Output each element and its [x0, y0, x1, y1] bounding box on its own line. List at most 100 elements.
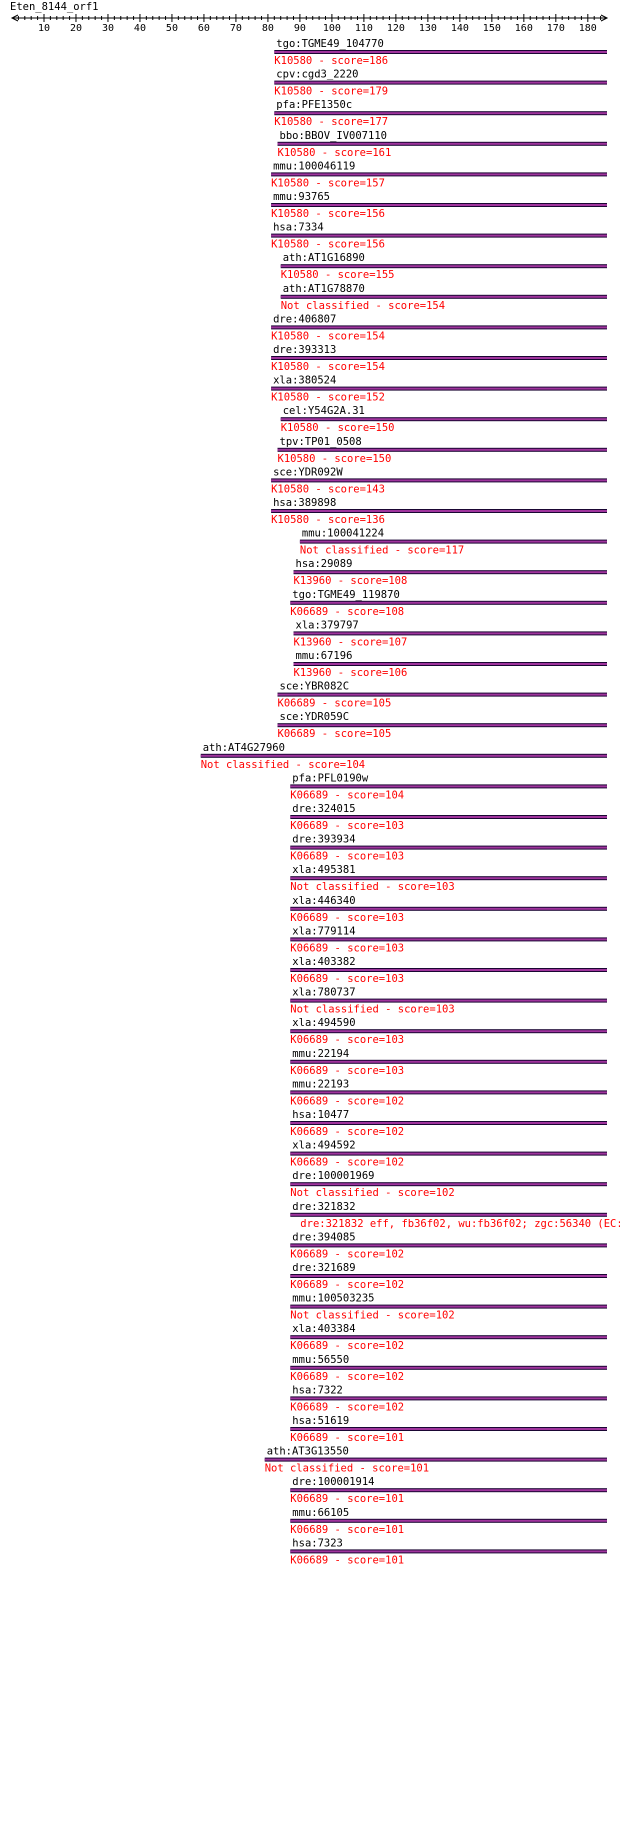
hit-bar-core: [290, 938, 607, 941]
ruler-tick-label: 130: [419, 23, 437, 34]
hit-bar-core: [290, 816, 607, 818]
hit-id-label: pfa:PFL0190w: [292, 772, 369, 784]
ruler-tick-label: 20: [70, 23, 82, 34]
hit-classification-label: K13960 - score=107: [294, 636, 408, 648]
hit-classification-label: K06689 - score=101: [290, 1432, 404, 1444]
hit-row: dre:394085 K06689 - score=102: [290, 1231, 607, 1260]
hit-bar-core: [290, 1183, 607, 1186]
hit-bar-core: [274, 112, 607, 115]
hit-row: mmu:22193 K06689 - score=102: [290, 1078, 607, 1107]
hit-row: mmu:22194 K06689 - score=103: [290, 1048, 607, 1077]
hit-bar-core: [271, 387, 607, 390]
hit-classification-label: dre:321832 eff, fb36f02, wu:fb36f02; zgc…: [300, 1218, 620, 1230]
hit-bar-core: [277, 724, 607, 727]
hit-classification-label: Not classified - score=102: [290, 1310, 454, 1322]
hit-classification-label: K06689 - score=102: [290, 1401, 404, 1413]
hit-classification-label: K06689 - score=102: [290, 1371, 404, 1383]
hit-id-label: mmu:67196: [296, 650, 353, 662]
hit-row: ath:AT3G13550 Not classified - score=101: [264, 1446, 607, 1475]
hit-id-label: xla:403384: [292, 1323, 355, 1335]
hit-bar-core: [277, 693, 607, 696]
hit-row: hsa:51619 K06689 - score=101: [290, 1415, 607, 1444]
hit-bar-core: [290, 1336, 607, 1339]
ruler-tick-label: 80: [262, 23, 274, 34]
hit-row: dre:393313 K10580 - score=154: [271, 344, 607, 373]
hit-row: pfa:PFE1350c K10580 - score=177: [274, 99, 607, 128]
hit-classification-label: K10580 - score=156: [271, 239, 385, 251]
hit-bar-core: [271, 479, 607, 482]
ruler-right-arrow: [600, 14, 609, 22]
hit-classification-label: K06689 - score=105: [278, 728, 392, 740]
hit-id-label: ath:AT1G78870: [283, 283, 365, 295]
hit-classification-label: K10580 - score=152: [271, 392, 385, 404]
hit-classification-label: K06689 - score=105: [278, 698, 392, 710]
hit-bar-core: [280, 418, 607, 421]
hit-row: dre:321832 dre:321832 eff, fb36f02, wu:fb…: [290, 1201, 620, 1230]
hit-row: mmu:56550 K06689 - score=102: [290, 1354, 607, 1383]
hit-id-label: dre:100001969: [292, 1170, 374, 1182]
hit-bar-core: [299, 540, 607, 543]
hit-row: tgo:TGME49_119870 K06689 - score=108: [290, 589, 607, 618]
hit-row: mmu:67196 K13960 - score=106: [293, 650, 607, 679]
hit-classification-label: Not classified - score=104: [201, 759, 365, 771]
hit-bar-core: [290, 969, 607, 971]
hit-classification-label: K06689 - score=101: [290, 1554, 404, 1566]
hit-id-label: dre:406807: [273, 313, 336, 325]
hit-classification-label: K06689 - score=102: [290, 1248, 404, 1260]
hit-id-label: ath:AT3G13550: [267, 1446, 349, 1458]
hit-row: cel:Y54G2A.31 K10580 - score=150: [280, 405, 607, 434]
hit-classification-label: K10580 - score=143: [271, 483, 385, 495]
hit-id-label: ath:AT1G16890: [283, 252, 365, 264]
hit-bar-core: [271, 510, 607, 512]
hit-row: mmu:100503235 Not classified - score=102: [290, 1293, 607, 1322]
hit-id-label: mmu:66105: [292, 1507, 349, 1519]
hit-bar-core: [280, 265, 607, 268]
hit-classification-label: K06689 - score=102: [290, 1157, 404, 1169]
hit-row: hsa:7322 K06689 - score=102: [290, 1384, 607, 1413]
ruler-tick-label: 170: [547, 23, 565, 34]
hit-bar-core: [290, 1060, 607, 1063]
hit-id-label: mmu:56550: [292, 1354, 349, 1366]
hit-bar-core: [264, 1458, 607, 1461]
hit-bar-core: [293, 663, 607, 665]
hit-bar-core: [290, 1244, 607, 1247]
hit-bar-core: [290, 1213, 607, 1216]
hit-row: xla:403384 K06689 - score=102: [290, 1323, 607, 1352]
hit-bar-core: [290, 907, 607, 910]
hit-id-label: mmu:100046119: [273, 160, 355, 172]
hit-id-label: mmu:93765: [273, 191, 330, 203]
hit-classification-label: K10580 - score=177: [274, 116, 388, 128]
hit-id-label: dre:393313: [273, 344, 336, 356]
hit-id-label: xla:403382: [292, 956, 355, 968]
hit-classification-label: K10580 - score=156: [271, 208, 385, 220]
hit-bar-core: [290, 1489, 607, 1492]
hit-bar-core: [274, 51, 607, 53]
hit-classification-label: K13960 - score=106: [294, 667, 408, 679]
hit-row: mmu:66105 K06689 - score=101: [290, 1507, 607, 1536]
ruler-tick-label: 100: [323, 23, 341, 34]
hit-id-label: dre:393934: [292, 834, 355, 846]
ruler-tick-label: 180: [579, 23, 597, 34]
ruler-tick-label: 90: [294, 23, 306, 34]
query-title: Eten_8144_orf1: [10, 1, 99, 13]
hit-classification-label: K10580 - score=136: [271, 514, 385, 526]
ruler-tick-label: 30: [102, 23, 114, 34]
hit-bar-core: [293, 571, 607, 574]
hit-bar-core: [271, 204, 607, 206]
hit-classification-label: K10580 - score=150: [281, 422, 395, 434]
hit-classification-label: K06689 - score=102: [290, 1340, 404, 1352]
hit-bar-core: [271, 357, 607, 359]
hit-bar-core: [280, 295, 607, 298]
hit-id-label: mmu:22193: [292, 1078, 349, 1090]
hit-id-label: sce:YBR082C: [280, 681, 350, 693]
hit-row: sce:YBR082C K06689 - score=105: [277, 681, 607, 710]
hit-classification-label: K06689 - score=103: [290, 1034, 404, 1046]
hit-id-label: xla:495381: [292, 864, 355, 876]
hit-id-label: dre:394085: [292, 1231, 355, 1243]
ruler-tick-label: 140: [451, 23, 469, 34]
hit-row: dre:393934 K06689 - score=103: [290, 834, 607, 863]
hit-id-label: xla:780737: [292, 987, 355, 999]
hit-row: bbo:BBOV_IV007110 K10580 - score=161: [277, 130, 607, 159]
hit-classification-label: K10580 - score=154: [271, 330, 385, 342]
hit-classification-label: K13960 - score=108: [294, 575, 408, 587]
